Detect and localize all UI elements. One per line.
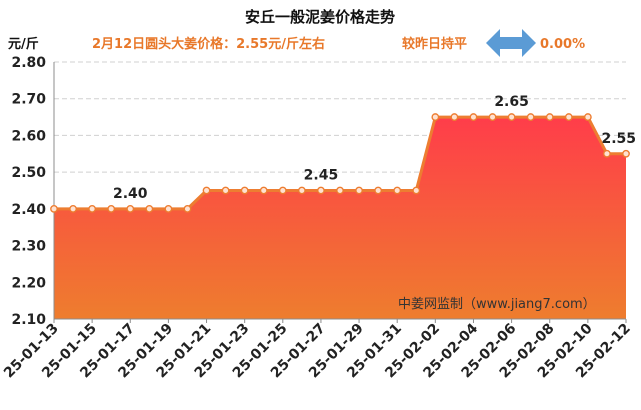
data-label: 2.65	[494, 94, 529, 110]
y-axis-ticks: 2.10 2.20 2.30 2.40 2.50 2.60 2.70 2.80	[11, 55, 46, 328]
chart-title: 安丘一般泥姜价格走势	[245, 8, 395, 26]
headline-trend: 较昨日持平	[402, 36, 467, 52]
data-point	[336, 186, 344, 195]
y-tick-label: 2.20	[11, 275, 46, 291]
price-area	[54, 115, 626, 319]
data-point	[507, 113, 516, 121]
data-point	[603, 149, 611, 158]
data-point	[622, 149, 630, 158]
data-point	[488, 113, 497, 121]
data-point	[450, 113, 459, 121]
y-tick-label: 2.80	[11, 55, 46, 71]
double-arrow-icon	[486, 29, 536, 57]
data-point	[278, 186, 287, 195]
data-point	[240, 186, 249, 195]
data-point	[126, 204, 135, 213]
data-label: 2.45	[304, 168, 339, 184]
axes	[53, 62, 626, 320]
data-point	[88, 204, 97, 213]
data-point	[202, 186, 211, 195]
headline-change: 0.00%	[540, 37, 585, 52]
y-tick-label: 2.10	[11, 312, 46, 328]
data-point	[50, 204, 58, 213]
data-point	[374, 186, 383, 195]
data-point	[297, 186, 306, 195]
data-point	[259, 186, 268, 195]
data-labels: 2.40 2.45 2.65 2.55	[113, 94, 636, 202]
data-point	[412, 186, 421, 195]
data-point	[545, 113, 554, 121]
y-tick-label: 2.50	[11, 165, 46, 181]
data-point	[393, 186, 402, 195]
data-point	[183, 204, 192, 213]
y-tick-label: 2.60	[11, 128, 46, 144]
data-point	[317, 186, 325, 195]
data-point	[221, 186, 230, 195]
data-point	[564, 113, 573, 121]
data-point	[583, 113, 592, 121]
data-point	[164, 204, 173, 213]
data-label: 2.40	[113, 186, 148, 202]
y-unit-label: 元/斤	[8, 36, 39, 52]
watermark: 中姜网监制（www.jiang7.com）	[398, 297, 596, 312]
data-point	[145, 204, 154, 213]
data-points	[50, 113, 630, 213]
data-point	[69, 204, 77, 213]
data-point	[526, 113, 535, 121]
data-point	[469, 113, 478, 121]
y-tick-label: 2.70	[11, 92, 46, 108]
data-label: 2.55	[601, 131, 636, 147]
data-point	[107, 204, 116, 213]
headline-price: 2月12日圆头大姜价格：2.55元/斤左右	[92, 36, 325, 52]
area-fill	[54, 117, 626, 319]
y-tick-label: 2.30	[11, 239, 46, 255]
x-axis-ticks: 25-01-1325-01-1525-01-1725-01-1925-01-21…	[1, 319, 634, 381]
data-point	[355, 186, 363, 195]
data-point	[431, 113, 440, 121]
y-tick-label: 2.40	[11, 202, 46, 218]
